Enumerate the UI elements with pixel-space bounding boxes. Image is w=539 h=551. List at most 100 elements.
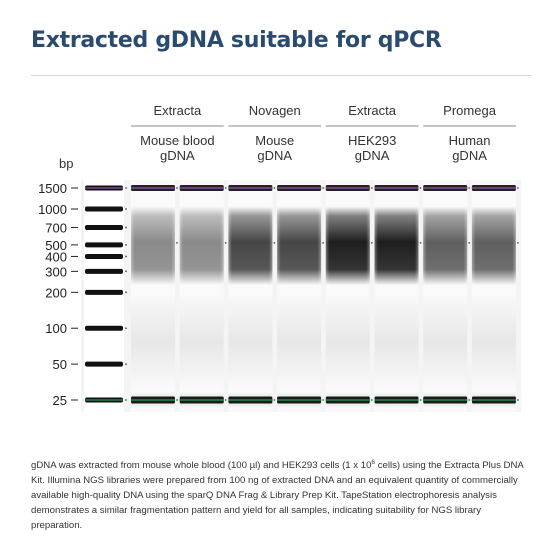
lane-7-lower-marker-line bbox=[423, 399, 468, 401]
lane-7-smear-edge bbox=[423, 206, 468, 286]
ladder-lane bbox=[84, 180, 124, 412]
ladder-band-1000 bbox=[85, 206, 123, 212]
ladder-dot-100 bbox=[125, 327, 127, 330]
ladder-dot-700 bbox=[125, 226, 127, 229]
tick-label-200: 200 bbox=[45, 285, 67, 300]
group-sample-1-line-1: Mouse blood bbox=[140, 133, 214, 148]
group-source-2: Novagen bbox=[249, 103, 301, 118]
group-sample-4-line-1: Human bbox=[449, 133, 491, 148]
ladder-band-200 bbox=[85, 289, 123, 295]
tick-label-500: 500 bbox=[45, 238, 67, 253]
group-source-3: Extracta bbox=[348, 103, 396, 118]
lane-5-lower-marker-line bbox=[325, 399, 370, 401]
lane-8-haze bbox=[471, 292, 516, 391]
lane-3-lower-marker-line bbox=[228, 399, 273, 401]
lane-8-lower-dot bbox=[517, 399, 519, 401]
lane-4-upper-dot bbox=[322, 187, 324, 189]
lane-5-haze bbox=[325, 292, 370, 391]
lane-2-upper-dot bbox=[224, 187, 227, 189]
lane-1-haze bbox=[131, 292, 175, 391]
tick-label-25: 25 bbox=[53, 393, 67, 408]
ladder-dot-300 bbox=[125, 270, 127, 273]
ladder-dot-1500 bbox=[125, 187, 127, 189]
ladder-marker-line-25 bbox=[85, 399, 123, 401]
lane-7-peak-dot bbox=[468, 241, 471, 244]
figure-caption: gDNA was extracted from mouse whole bloo… bbox=[31, 458, 531, 533]
lane-7-haze bbox=[423, 292, 468, 391]
lane-8-upper-marker-line bbox=[471, 187, 516, 189]
lane-3-peak-dot bbox=[273, 241, 276, 244]
lane-7-upper-dot bbox=[468, 187, 471, 189]
lane-4-upper-marker-line bbox=[277, 187, 322, 189]
lane-2-haze bbox=[179, 292, 224, 391]
lane-1-lower-marker-line bbox=[131, 399, 175, 401]
lane-1-upper-dot bbox=[176, 187, 178, 189]
tick-label-400: 400 bbox=[45, 249, 67, 264]
tick-label-50: 50 bbox=[53, 357, 67, 372]
lane-2-lower-dot bbox=[224, 399, 227, 401]
lane-4-peak-dot bbox=[322, 241, 324, 244]
lane-7-upper-marker-line bbox=[423, 187, 468, 189]
group-sample-2-line-2: gDNA bbox=[257, 148, 292, 163]
lane-4-lower-marker-line bbox=[277, 399, 322, 401]
ladder-band-500 bbox=[85, 242, 123, 248]
caption-text-2: cells) using the Extracta Plus DNA Kit. … bbox=[31, 459, 524, 531]
tick-label-1500: 1500 bbox=[38, 181, 67, 196]
tick-label-300: 300 bbox=[45, 264, 67, 279]
tick-label-700: 700 bbox=[45, 220, 67, 235]
ladder-marker-line-1500 bbox=[85, 187, 123, 189]
lane-8-lower-marker-line bbox=[471, 399, 516, 401]
lane-6-upper-dot bbox=[419, 187, 422, 189]
group-sample-4-line-2: gDNA bbox=[452, 148, 487, 163]
lane-4-haze bbox=[277, 292, 322, 391]
lane-2-upper-marker-line bbox=[179, 187, 224, 189]
lane-3-smear-edge bbox=[228, 206, 273, 286]
lane-5-peak-dot bbox=[370, 241, 373, 244]
lane-6-lower-dot bbox=[419, 399, 422, 401]
lane-8-smear-edge bbox=[471, 206, 516, 286]
ladder-band-100 bbox=[85, 325, 123, 331]
lane-3-upper-marker-line bbox=[228, 187, 273, 189]
ladder-dot-50 bbox=[125, 363, 127, 366]
group-sample-3-line-2: gDNA bbox=[355, 148, 390, 163]
lane-2-peak-dot bbox=[224, 241, 227, 244]
lane-1-lower-dot bbox=[176, 399, 178, 401]
lane-3-upper-dot bbox=[273, 187, 276, 189]
group-sample-3-line-1: HEK293 bbox=[348, 133, 396, 148]
lane-7-lower-dot bbox=[468, 399, 471, 401]
ladder-dot-400 bbox=[125, 255, 127, 258]
page-title: Extracted gDNA suitable for qPCR bbox=[31, 28, 442, 53]
ladder-band-700 bbox=[85, 224, 123, 230]
lane-5-upper-marker-line bbox=[325, 187, 370, 189]
group-source-4: Promega bbox=[443, 103, 497, 118]
lane-5-upper-dot bbox=[370, 187, 373, 189]
title-divider bbox=[31, 75, 531, 76]
lane-8-upper-dot bbox=[517, 187, 519, 189]
lane-3-haze bbox=[228, 292, 273, 391]
lane-4-smear-edge bbox=[277, 206, 322, 286]
ladder-dot-25 bbox=[125, 399, 127, 401]
lane-5-lower-dot bbox=[370, 399, 373, 401]
lane-6-upper-marker-line bbox=[374, 187, 419, 189]
lane-1-upper-marker-line bbox=[131, 187, 175, 189]
tick-label-100: 100 bbox=[45, 321, 67, 336]
lane-6-smear-edge bbox=[374, 206, 419, 286]
ladder-dot-500 bbox=[125, 243, 127, 246]
lane-1-smear-edge bbox=[131, 206, 175, 286]
lane-2-lower-marker-line bbox=[179, 399, 224, 401]
lane-1-peak-dot bbox=[176, 241, 178, 244]
ladder-band-400 bbox=[85, 253, 123, 259]
ladder-band-50 bbox=[85, 361, 123, 367]
lane-6-haze bbox=[374, 292, 419, 391]
lane-6-lower-marker-line bbox=[374, 399, 419, 401]
y-axis-unit-label: bp bbox=[59, 156, 73, 171]
lane-6-peak-dot bbox=[419, 241, 422, 244]
caption-text-1: gDNA was extracted from mouse whole bloo… bbox=[31, 459, 372, 471]
lane-3-lower-dot bbox=[273, 399, 276, 401]
lane-4-lower-dot bbox=[322, 399, 324, 401]
ladder-band-300 bbox=[85, 268, 123, 274]
group-sample-2-line-1: Mouse bbox=[255, 133, 294, 148]
group-sample-1-line-2: gDNA bbox=[160, 148, 195, 163]
caption-exponent: 6 bbox=[371, 458, 376, 466]
